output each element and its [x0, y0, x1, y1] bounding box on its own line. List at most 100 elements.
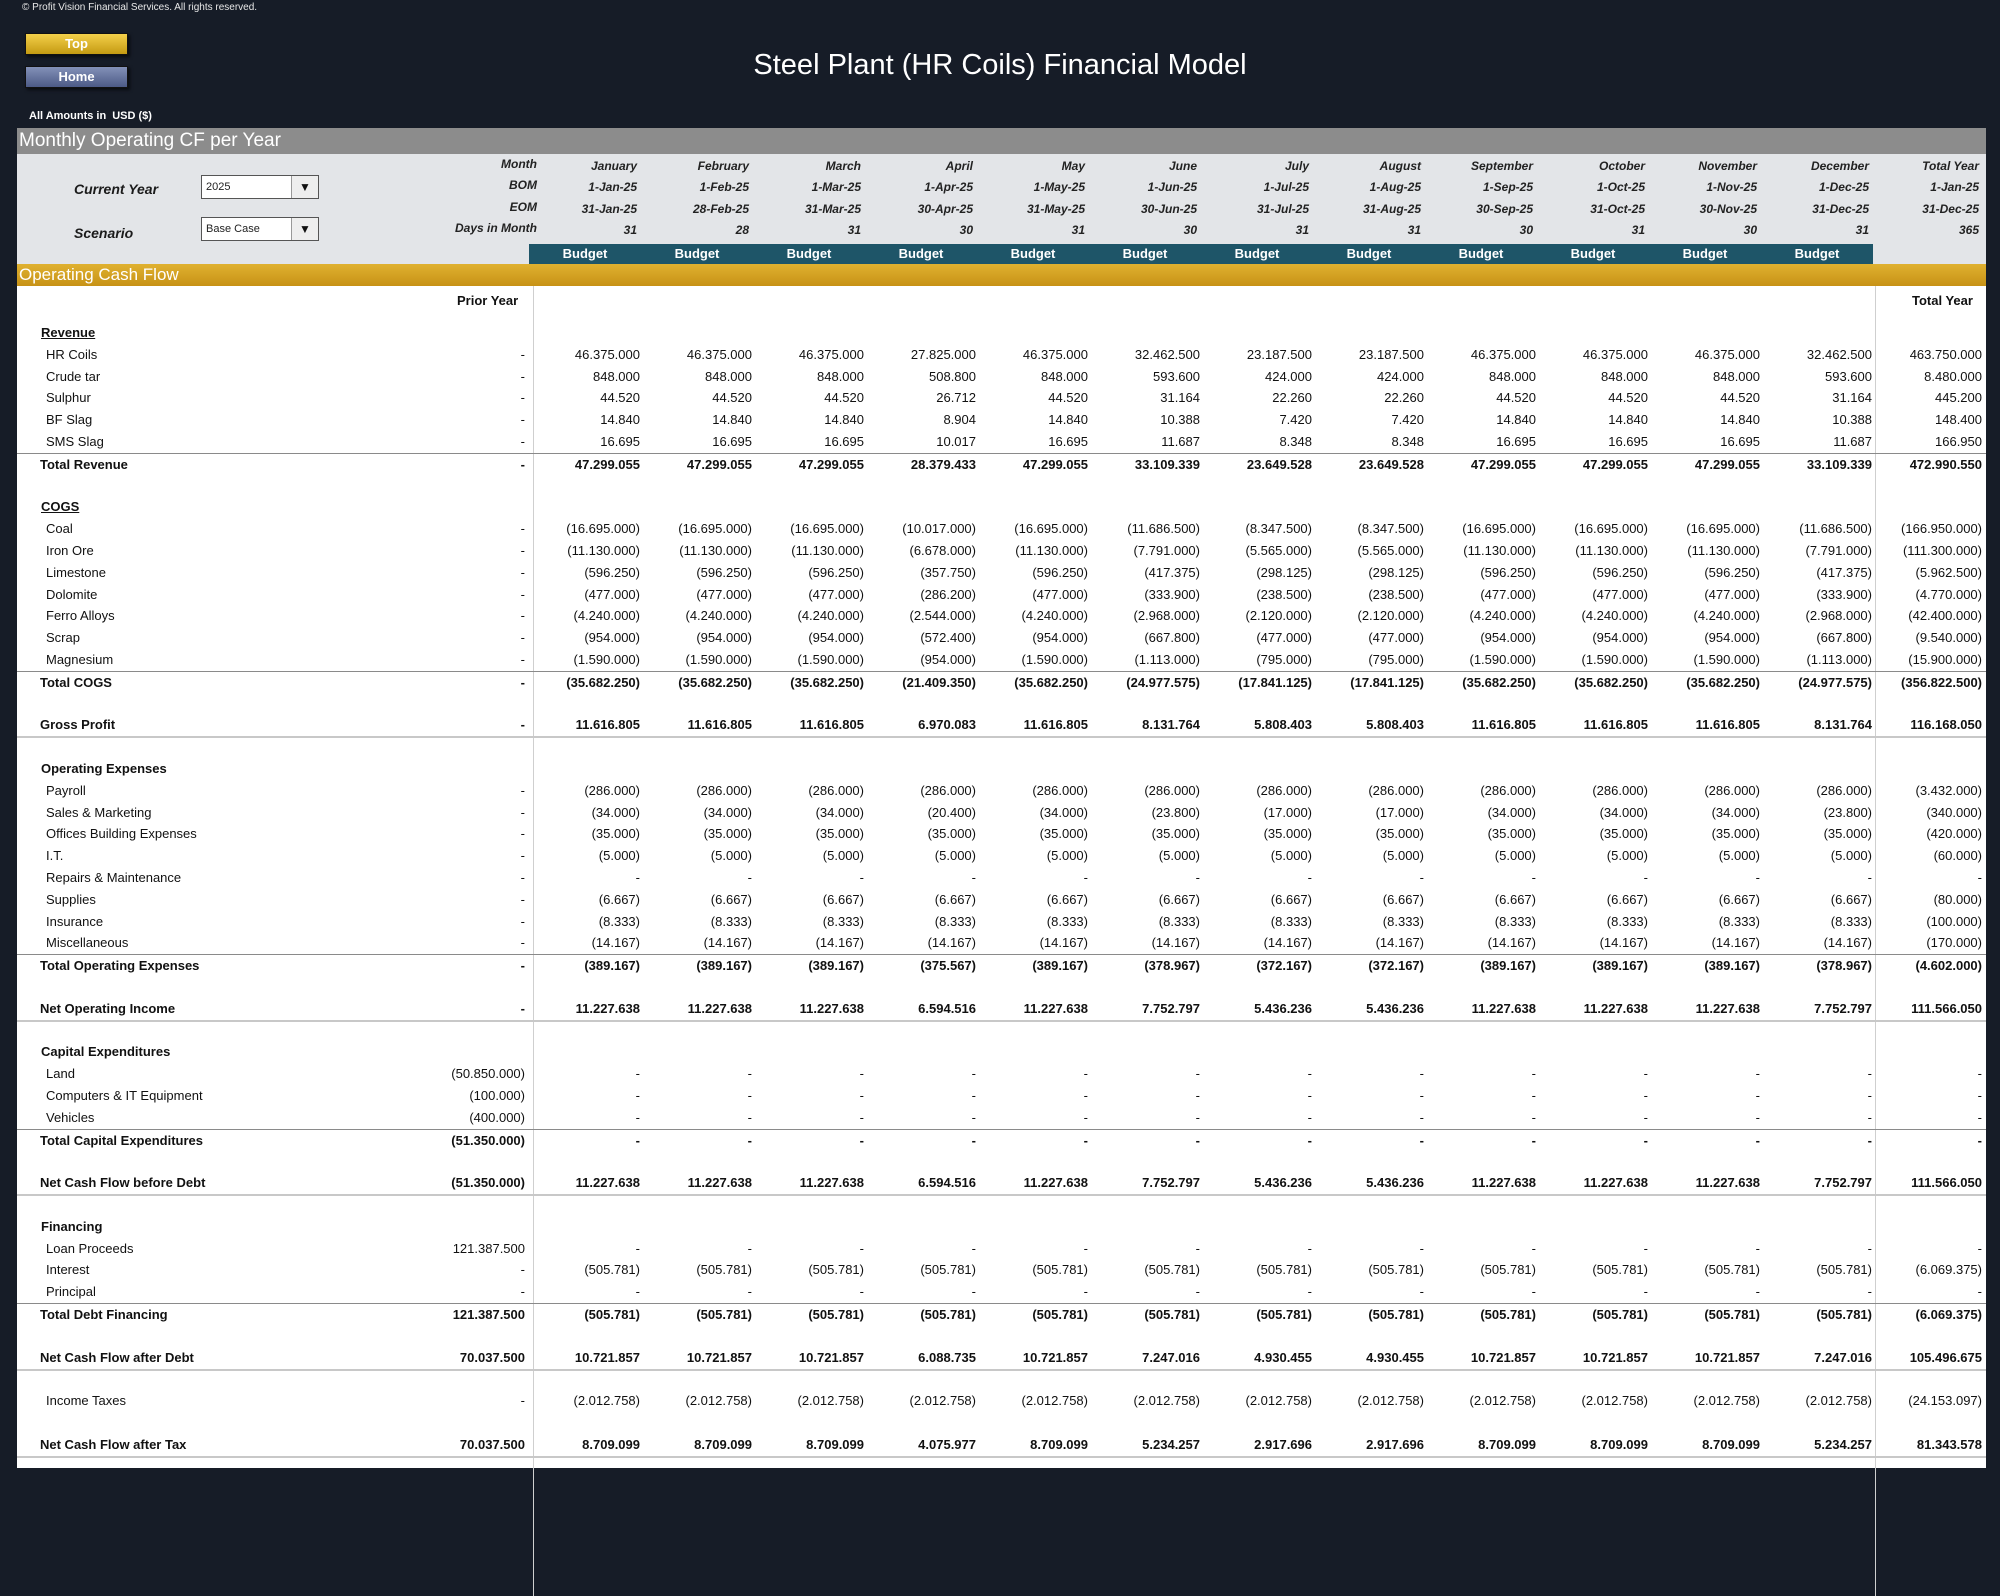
scenario-select[interactable]: Base Case ▼	[201, 217, 319, 241]
month-value: 28.379.433	[910, 456, 976, 472]
prior-year-value: -	[520, 674, 525, 690]
month-value: 14.840	[600, 412, 640, 428]
month-value: (35.000)	[1039, 826, 1088, 842]
month-value: (11.686.500)	[1127, 521, 1200, 537]
month-value: (20.400)	[927, 804, 976, 820]
month-value: (286.000)	[584, 782, 640, 798]
month-value: (11.130.000)	[791, 543, 864, 558]
total-year-value: 105.496.675	[1909, 1349, 1982, 1365]
month-value: (35.682.250)	[566, 674, 640, 690]
prior-year-value: -	[520, 717, 525, 733]
table-row: Miscellaneous - (14.167) (14.167) (14.167) (1…	[17, 932, 1986, 954]
home-button[interactable]: Home	[25, 66, 128, 88]
month-value: -	[971, 1240, 976, 1256]
table-row	[17, 1325, 1986, 1347]
budget-cell: Budget	[529, 244, 641, 264]
table-row	[17, 1368, 1986, 1390]
bom-date: 1-Sep-25	[1482, 180, 1533, 194]
month-value: 11.616.805	[1695, 717, 1760, 733]
month-value: (24.977.575)	[1798, 674, 1872, 690]
month-value: (596.250)	[696, 564, 752, 580]
budget-cell: Budget	[753, 244, 865, 264]
month-value: (5.000)	[1718, 848, 1760, 864]
month-value: 8.709.099	[694, 1436, 752, 1452]
table-row	[17, 976, 1986, 998]
prior-year-value: -	[520, 434, 525, 449]
month-value: (954.000)	[1032, 630, 1088, 646]
bom-date: 1-Apr-25	[924, 180, 973, 194]
month-value: (505.781)	[1368, 1307, 1424, 1322]
month-value: (505.781)	[1032, 1307, 1088, 1322]
month-value: 8.709.099	[1030, 1436, 1088, 1452]
month-value: 848.000	[817, 368, 864, 384]
row-label: Total Revenue	[40, 456, 128, 472]
month-value: 11.227.638	[1695, 1175, 1760, 1191]
month-value: 46.375.000	[686, 346, 752, 362]
month-value: 8.709.099	[806, 1436, 864, 1452]
days-count: 30	[1183, 223, 1197, 237]
month-value: (34.000)	[591, 804, 640, 820]
header-row-labels: Month BOM EOM Days in Month	[437, 154, 537, 254]
month-value: 5.436.236	[1366, 1175, 1424, 1191]
month-value: (8.347.500)	[1245, 521, 1313, 537]
month-value: 5.436.236	[1254, 1000, 1312, 1016]
month-value: (477.000)	[1592, 586, 1648, 602]
month-value: (505.781)	[584, 1307, 640, 1322]
month-value: 8.709.099	[1702, 1436, 1760, 1452]
month-value: (35.682.250)	[790, 674, 864, 690]
month-value: (17.841.125)	[1350, 674, 1424, 690]
month-value: -	[1083, 1240, 1088, 1256]
table-row	[17, 1020, 1986, 1042]
month-value: (35.000)	[1711, 826, 1760, 842]
row-label: Iron Ore	[46, 543, 94, 558]
row-label: Computers & IT Equipment	[46, 1088, 203, 1103]
month-value: (16.695.000)	[1686, 521, 1760, 537]
month-value: (6.667)	[1606, 891, 1648, 907]
month-header-col: April 1-Apr-25 30-Apr-25 30	[868, 154, 979, 254]
month-value: (505.781)	[920, 1262, 976, 1278]
current-year-select[interactable]: 2025 ▼	[201, 175, 319, 199]
month-value: -	[1195, 1240, 1200, 1256]
table-row: Sulphur - 44.520 44.520 44.520 26.712 44.520 31…	[17, 387, 1986, 409]
month-value: 46.375.000	[1694, 346, 1760, 362]
prior-year-value: -	[520, 1393, 525, 1409]
month-value: -	[1755, 1066, 1760, 1082]
prior-year-header: Prior Year	[457, 293, 519, 308]
month-value: -	[1643, 1284, 1648, 1300]
month-value: -	[971, 1132, 976, 1148]
month-value: (286.000)	[1256, 782, 1312, 798]
month-value: -	[1419, 1109, 1424, 1125]
month-value: 424.000	[1265, 368, 1312, 384]
prior-year-value: -	[520, 390, 525, 406]
month-value: (11.130.000)	[679, 543, 752, 558]
month-value: 5.234.257	[1142, 1436, 1200, 1452]
top-button[interactable]: Top	[25, 33, 128, 55]
row-label: BF Slag	[46, 412, 93, 428]
month-value: (8.333)	[710, 913, 752, 929]
month-value: (477.000)	[696, 586, 752, 602]
month-value: (34.000)	[815, 804, 864, 820]
month-value: (477.000)	[1480, 586, 1536, 602]
row-label: Loan Proceeds	[46, 1240, 134, 1256]
chevron-down-icon[interactable]: ▼	[291, 218, 318, 240]
month-value: 593.600	[1825, 368, 1872, 384]
month-value: (954.000)	[920, 652, 976, 667]
budget-cell: Budget	[977, 244, 1089, 264]
chevron-down-icon[interactable]: ▼	[291, 176, 318, 198]
row-label: Miscellaneous	[46, 935, 129, 951]
row-label: Financing	[41, 1218, 103, 1234]
month-value: -	[1419, 1240, 1424, 1256]
row-label: Total Debt Financing	[40, 1307, 168, 1322]
month-value: 2.917.696	[1366, 1436, 1424, 1452]
month-value: (286.000)	[1368, 782, 1424, 798]
month-value: 848.000	[1601, 368, 1648, 384]
month-value: 10.017	[936, 434, 976, 449]
month-value: (2.012.758)	[1021, 1393, 1089, 1409]
month-value: (1.113.000)	[1134, 652, 1200, 667]
bom-date: 1-Aug-25	[1369, 180, 1421, 194]
table-row: Total Operating Expenses - (389.167) (389.1…	[17, 954, 1986, 977]
eom-date: 31-Dec-25	[1922, 202, 1979, 216]
month-value: 5.436.236	[1366, 1000, 1424, 1016]
month-value: 23.187.500	[1246, 346, 1312, 362]
month-value: 424.000	[1377, 368, 1424, 384]
